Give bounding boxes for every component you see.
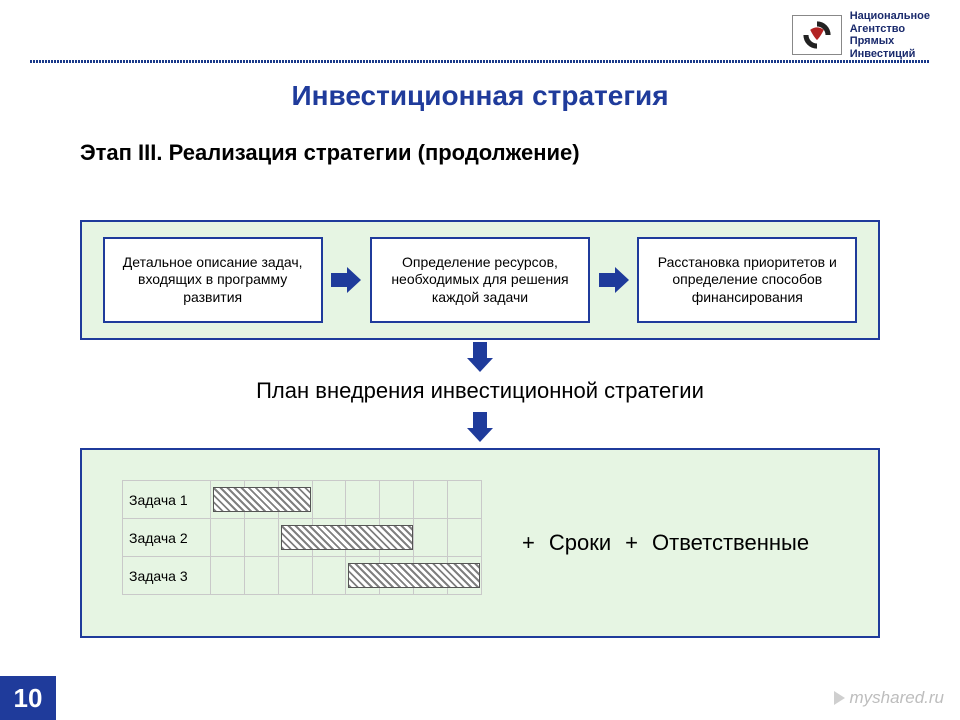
org-logo bbox=[792, 15, 842, 55]
gantt-cell bbox=[448, 481, 482, 519]
arrow-right-icon bbox=[331, 267, 361, 293]
gantt-cell bbox=[312, 481, 346, 519]
plan-label: План внедрения инвестиционной стратегии bbox=[0, 378, 960, 404]
org-line: Национальное bbox=[850, 10, 930, 23]
org-name: Национальное Агентство Прямых Инвестиций bbox=[850, 10, 930, 61]
term-responsible: Ответственные bbox=[652, 530, 809, 556]
step-box-1: Детальное описание задач, входящих в про… bbox=[103, 237, 323, 323]
plan-panel: Задача 1Задача 2Задача 3 + Сроки + Ответ… bbox=[80, 448, 880, 638]
gantt-cell bbox=[380, 519, 414, 557]
gantt-cell bbox=[414, 557, 448, 595]
gantt-cell bbox=[448, 557, 482, 595]
page-subtitle: Этап III. Реализация стратегии (продолже… bbox=[80, 140, 580, 166]
plus-sign: + bbox=[522, 530, 535, 556]
table-row: Задача 3 bbox=[123, 557, 482, 595]
gantt-cell bbox=[448, 519, 482, 557]
gantt-cell bbox=[244, 481, 278, 519]
gantt-chart: Задача 1Задача 2Задача 3 bbox=[122, 480, 482, 595]
org-line: Прямых bbox=[850, 35, 930, 48]
org-line: Инвестиций bbox=[850, 48, 930, 61]
arrow-down-icon bbox=[467, 342, 493, 372]
gantt-cell bbox=[278, 481, 312, 519]
gantt-row-label: Задача 1 bbox=[123, 481, 211, 519]
arrow-right-icon bbox=[599, 267, 629, 293]
gantt-cell bbox=[380, 481, 414, 519]
gantt-cell bbox=[210, 481, 244, 519]
gantt-cell bbox=[278, 519, 312, 557]
gantt-row-label: Задача 3 bbox=[123, 557, 211, 595]
gantt-cell bbox=[312, 519, 346, 557]
play-icon bbox=[834, 691, 845, 705]
watermark-text: myshared.ru bbox=[850, 688, 944, 708]
globe-swoosh-icon bbox=[800, 18, 834, 52]
gantt-cell bbox=[278, 557, 312, 595]
gantt-cell bbox=[210, 519, 244, 557]
arrow-down-icon bbox=[467, 412, 493, 442]
gantt-cell bbox=[346, 557, 380, 595]
slide-number: 10 bbox=[0, 676, 56, 720]
steps-panel: Детальное описание задач, входящих в про… bbox=[80, 220, 880, 340]
plus-sign: + bbox=[625, 530, 638, 556]
gantt-cell bbox=[312, 557, 346, 595]
step-box-3: Расстановка приоритетов и определение сп… bbox=[637, 237, 857, 323]
gantt-row-label: Задача 2 bbox=[123, 519, 211, 557]
gantt-cell bbox=[414, 481, 448, 519]
header-logo-block: Национальное Агентство Прямых Инвестиций bbox=[792, 10, 930, 61]
gantt-cell bbox=[210, 557, 244, 595]
header-divider bbox=[30, 60, 930, 63]
table-row: Задача 2 bbox=[123, 519, 482, 557]
gantt-cell bbox=[346, 481, 380, 519]
gantt-cell bbox=[414, 519, 448, 557]
plus-row: + Сроки + Ответственные bbox=[522, 530, 809, 556]
gantt-cell bbox=[380, 557, 414, 595]
org-line: Агентство bbox=[850, 23, 930, 36]
gantt-cell bbox=[346, 519, 380, 557]
term-sroki: Сроки bbox=[549, 530, 611, 556]
step-box-2: Определение ресурсов, необходимых для ре… bbox=[370, 237, 590, 323]
page-title: Инвестиционная стратегия bbox=[0, 80, 960, 112]
gantt-cell bbox=[244, 519, 278, 557]
table-row: Задача 1 bbox=[123, 481, 482, 519]
gantt-cell bbox=[244, 557, 278, 595]
watermark: myshared.ru bbox=[834, 688, 944, 708]
